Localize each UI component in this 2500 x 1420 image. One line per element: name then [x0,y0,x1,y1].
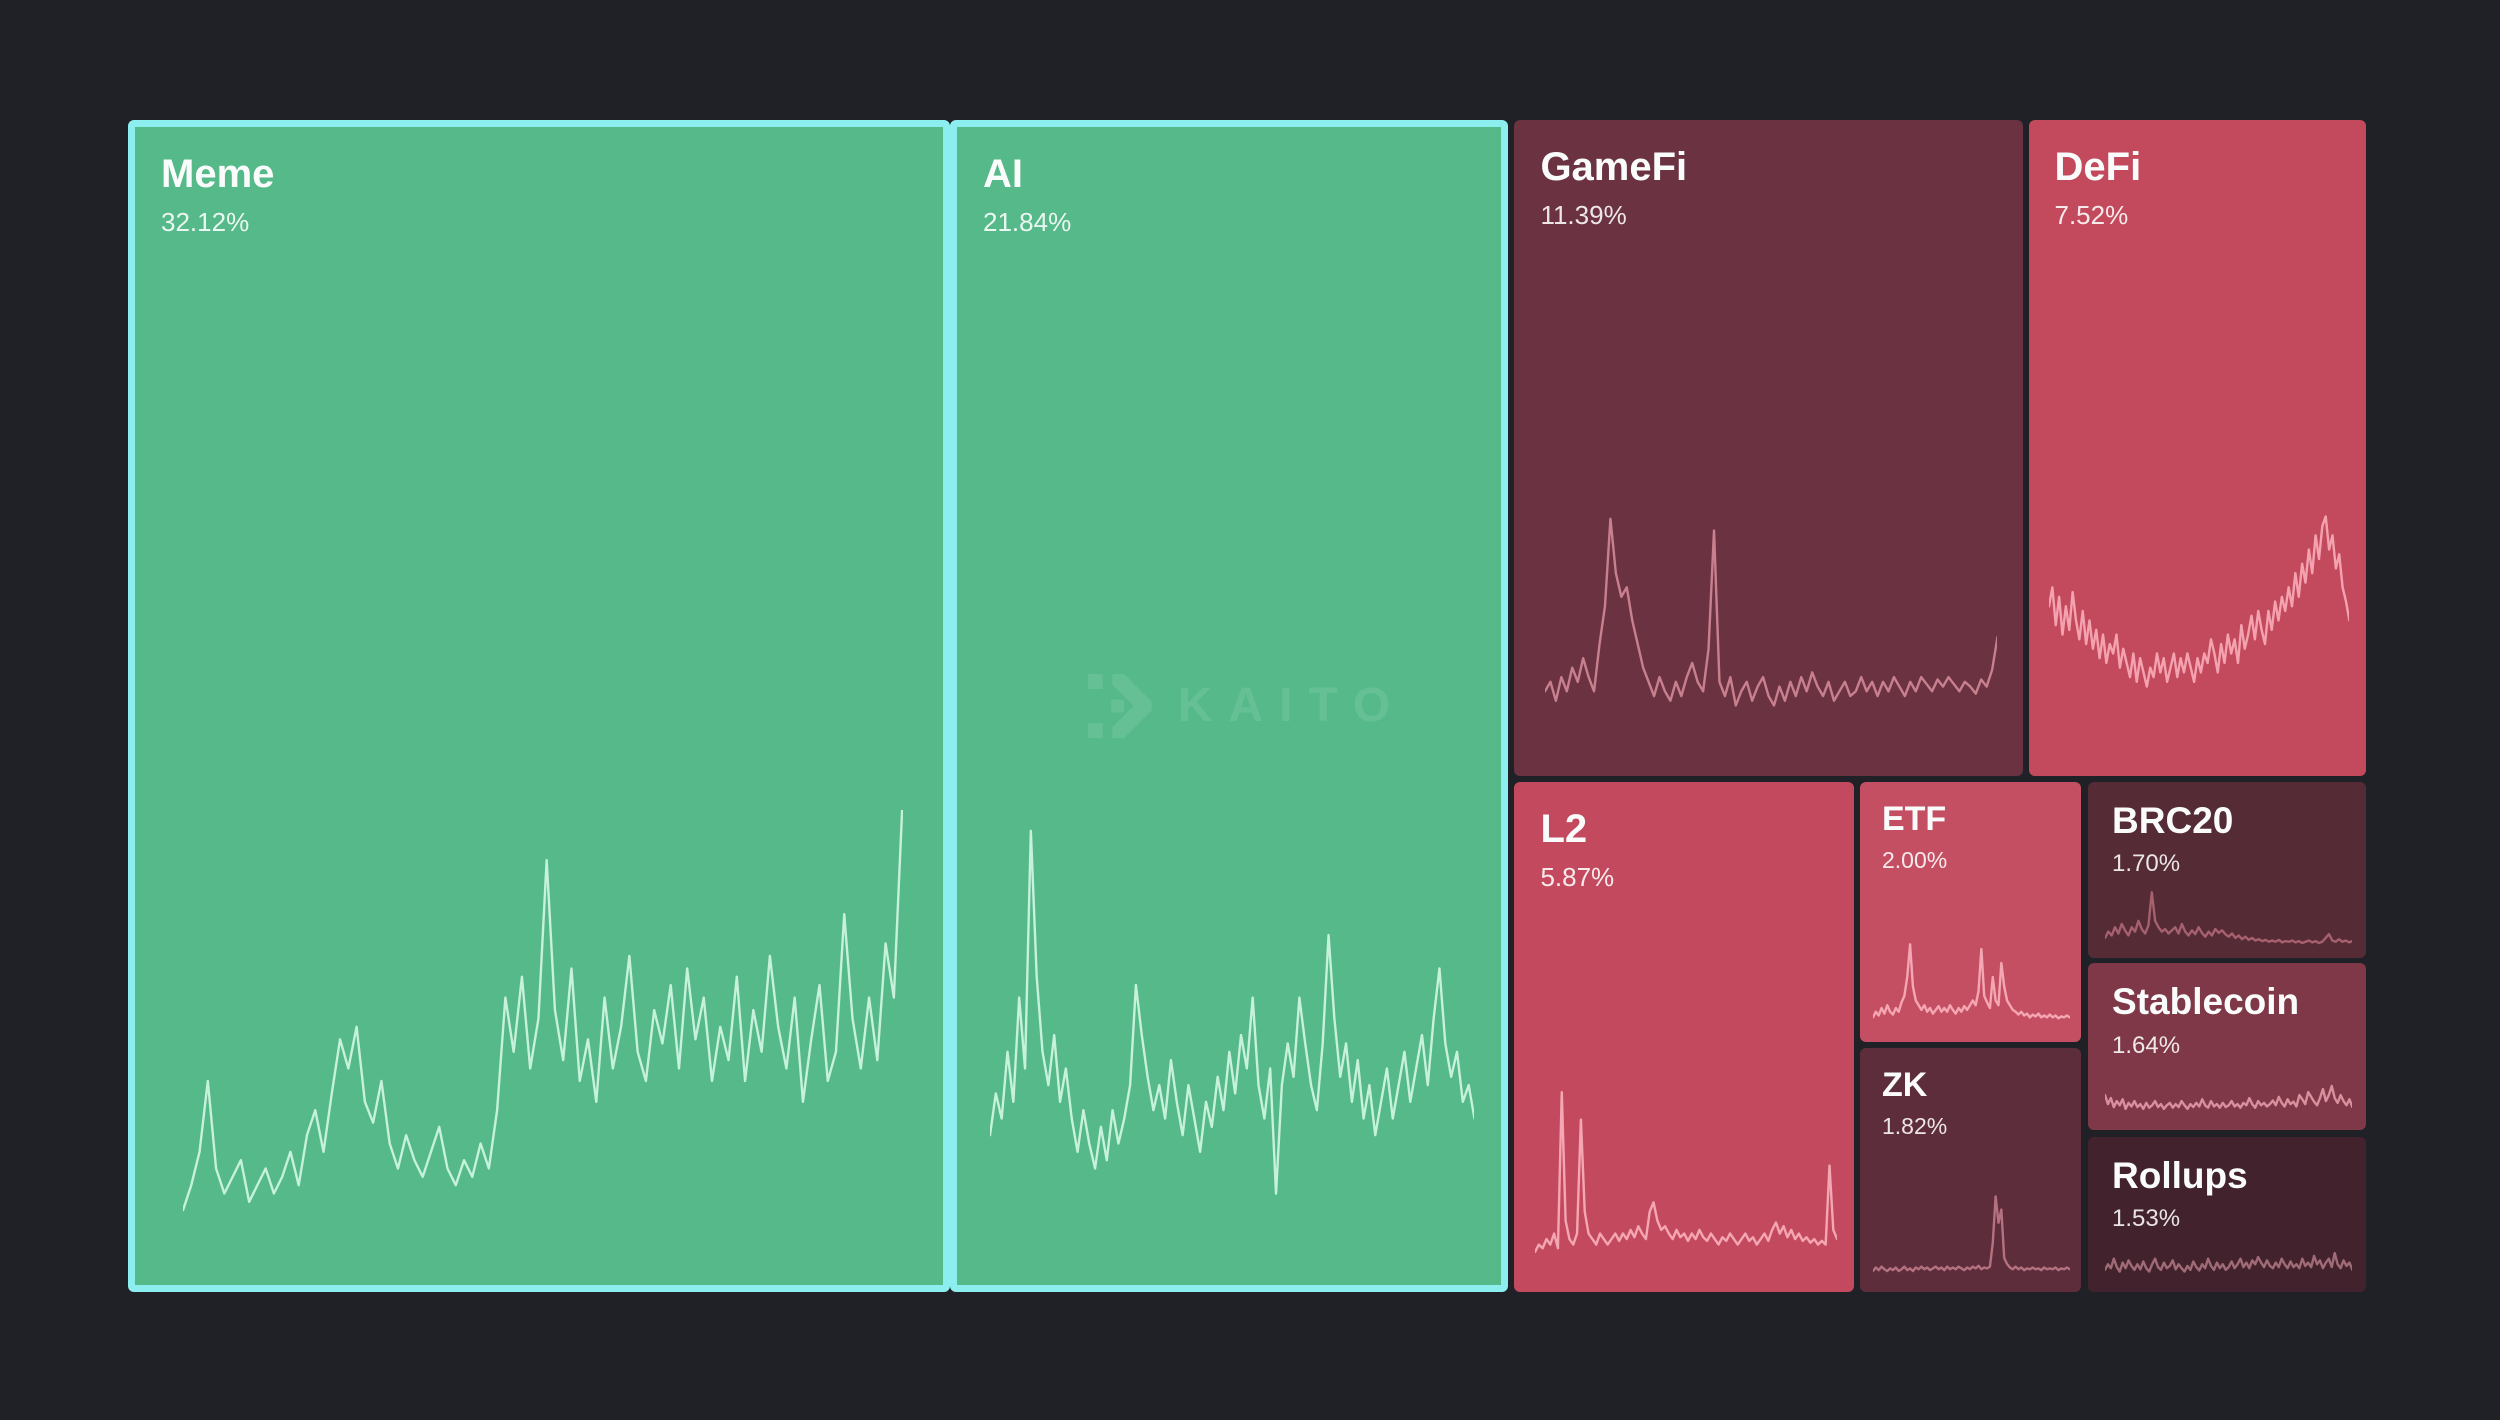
tile-title: Rollups [2112,1154,2248,1196]
tile-percent: 2.00% [1881,847,1948,874]
tile-sparkline [1535,1083,1837,1267]
treemap: Meme 32.12% AI 21.84% GameFi 11.39% DeFi 7.52% L… [128,120,2366,1292]
tile-percent: 11.39% [1540,200,1627,230]
tile-title: DeFi [2054,145,2142,189]
tile-title: AI [983,152,1024,196]
tile-label: ETF 2.00% [1882,800,1947,874]
tile-percent: 32.12% [161,207,250,237]
tile-sparkline [2105,886,2352,949]
tile-label: Stablecoin 1.64% [2112,981,2299,1060]
tile-percent: 21.84% [983,207,1072,237]
tile-title: GameFi [1540,145,1688,189]
tile-label: ZK 1.82% [1882,1066,1947,1140]
treemap-tile-etf[interactable]: ETF 2.00% [1859,781,2082,1042]
treemap-tile-l2[interactable]: L2 5.87% [1514,781,1854,1292]
treemap-tile-brc20[interactable]: BRC20 1.70% [2088,781,2366,958]
treemap-tile-rollups[interactable]: Rollups 1.53% [2088,1136,2366,1292]
treemap-tile-ai[interactable]: AI 21.84% [950,120,1509,1292]
tile-percent: 7.52% [2054,200,2129,230]
tile-percent: 5.87% [1540,861,1615,892]
tile-sparkline [183,810,902,1227]
treemap-tile-defi[interactable]: DeFi 7.52% [2028,120,2366,777]
tile-percent: 1.53% [2112,1205,2181,1233]
tile-label: L2 5.87% [1540,806,1614,893]
tile-percent: 1.70% [2112,850,2181,878]
tile-sparkline [1545,507,1998,743]
tile-title: BRC20 [2112,799,2234,841]
tile-percent: 1.82% [1881,1113,1948,1140]
tile-label: Meme 32.12% [161,151,274,238]
treemap-tile-zk[interactable]: ZK 1.82% [1859,1047,2082,1292]
tile-sparkline [990,810,1474,1227]
tile-title: ETF [1881,799,1947,838]
tile-label: Rollups 1.53% [2112,1155,2248,1234]
treemap-tile-stablecoin[interactable]: Stablecoin 1.64% [2088,963,2366,1131]
tile-sparkline [2049,507,2349,743]
tile-label: AI 21.84% [983,151,1071,238]
tile-sparkline [1873,1192,2070,1280]
tile-title: ZK [1881,1065,1928,1104]
treemap-tile-gamefi[interactable]: GameFi 11.39% [1514,120,2023,777]
tile-percent: 1.64% [2112,1031,2181,1059]
tile-title: Meme [161,152,275,196]
tile-label: GameFi 11.39% [1540,144,1687,231]
tile-sparkline [2105,1062,2352,1122]
treemap-tile-meme[interactable]: Meme 32.12% [128,120,951,1292]
tile-label: BRC20 1.70% [2112,800,2233,879]
tile-sparkline [2105,1228,2352,1284]
tile-title: Stablecoin [2112,981,2300,1023]
tile-sparkline [1873,935,2070,1029]
tile-title: L2 [1540,806,1588,851]
tile-label: DeFi 7.52% [2055,144,2142,231]
